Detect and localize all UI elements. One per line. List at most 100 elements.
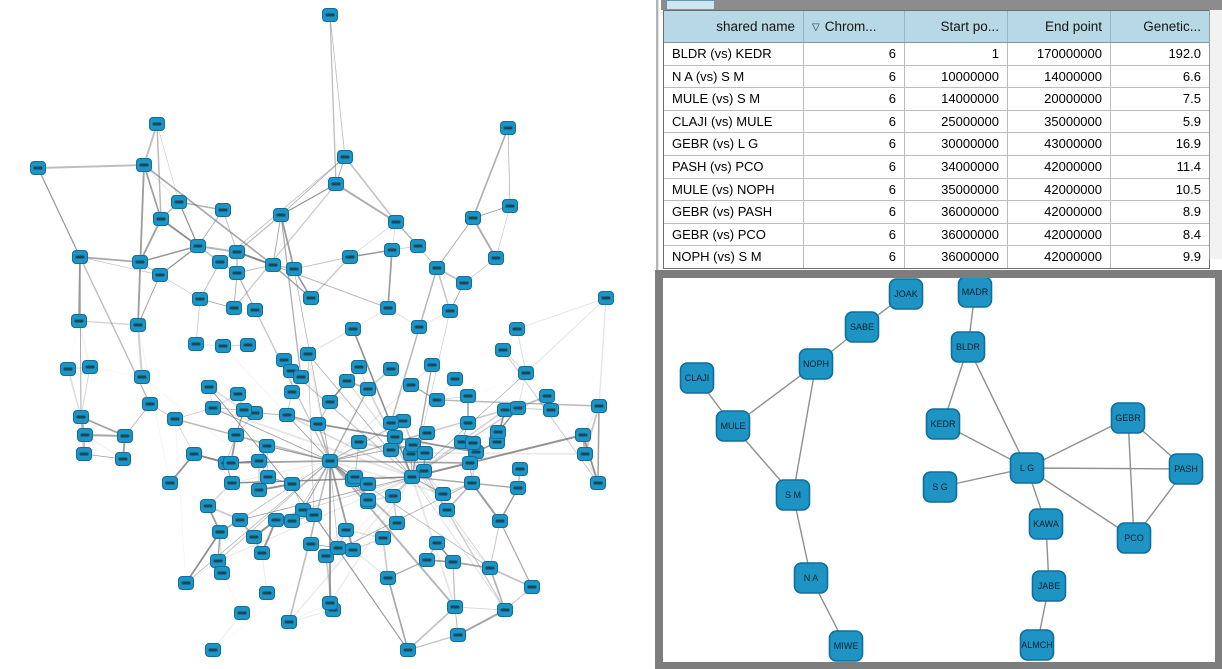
network-node[interactable] [591,399,607,413]
network-node[interactable] [322,454,338,468]
large-network-view[interactable] [0,0,650,669]
table-row[interactable]: GEBR (vs) L G 6 30000000 43000000 16.9 [664,133,1209,156]
network-node[interactable] [229,266,245,280]
network-node[interactable] [212,525,228,539]
node-shape[interactable] [679,362,715,394]
node-shape[interactable] [925,408,961,440]
table-row[interactable]: MULE (vs) S M 6 14000000 20000000 7.5 [664,88,1209,111]
network-node[interactable]: ALMCH [1019,629,1055,661]
network-node[interactable] [247,303,263,317]
network-node[interactable] [234,606,250,620]
network-node[interactable] [284,477,300,491]
network-node[interactable] [223,456,239,470]
network-node[interactable] [575,428,591,442]
node-shape[interactable] [775,479,811,511]
network-node[interactable] [153,212,169,226]
network-node[interactable] [510,401,526,415]
table-row[interactable]: BLDR (vs) KEDR 6 1 170000000 192.0 [664,43,1209,66]
network-node[interactable] [384,243,400,257]
network-node[interactable] [268,513,284,527]
network-node[interactable] [410,239,426,253]
network-node[interactable]: BLDR [950,331,986,363]
network-node[interactable] [375,531,391,545]
network-node[interactable] [460,389,476,403]
network-node[interactable] [345,543,361,557]
network-node[interactable] [240,338,256,352]
network-node[interactable] [360,493,376,507]
network-node[interactable]: MIWE [828,630,864,662]
network-node[interactable] [380,571,396,585]
node-shape[interactable] [715,410,751,442]
network-node[interactable] [524,580,540,594]
network-node[interactable] [465,211,481,225]
network-node[interactable] [380,301,396,315]
filter-icon[interactable]: ▽ [812,22,820,33]
network-node[interactable] [450,628,466,642]
network-node[interactable] [447,600,463,614]
network-node[interactable] [254,546,270,560]
network-node[interactable] [456,276,472,290]
network-node[interactable] [60,362,76,376]
network-node[interactable]: KEDR [925,408,961,440]
network-node[interactable] [429,393,445,407]
network-node[interactable] [251,454,267,468]
network-node[interactable] [178,576,194,590]
small-network-view[interactable]: JOAK MADR SABE BLDR NOPH CLAJI MULE KEDR GEBR L G… [663,278,1215,662]
network-node[interactable] [190,239,206,253]
network-node[interactable] [387,430,403,444]
network-node[interactable] [246,530,262,544]
column-header[interactable]: shared name [664,11,804,42]
network-node[interactable] [318,549,334,563]
network-node[interactable]: S M [775,479,811,511]
network-node[interactable] [383,416,399,430]
network-node[interactable] [162,476,178,490]
network-node[interactable]: MULE [715,410,751,442]
network-node[interactable] [405,438,421,452]
network-node[interactable] [284,385,300,399]
network-node[interactable] [383,362,399,376]
network-node[interactable] [212,255,228,269]
node-shape[interactable] [1116,522,1152,554]
network-node[interactable] [281,615,297,629]
network-node[interactable] [442,304,458,318]
network-node[interactable] [230,387,246,401]
network-node[interactable] [417,446,433,460]
network-node[interactable] [71,314,87,328]
table-row[interactable]: CLAJI (vs) MULE 6 25000000 35000000 5.9 [664,110,1209,134]
node-shape[interactable] [1028,508,1064,540]
network-node[interactable] [462,456,478,470]
node-shape[interactable] [888,278,924,310]
network-node[interactable]: PCO [1116,522,1152,554]
network-node[interactable]: SABE [844,311,880,343]
network-node[interactable] [300,347,316,361]
network-node[interactable] [512,462,528,476]
network-node[interactable] [303,291,319,305]
network-node[interactable] [328,177,344,191]
network-node[interactable] [149,117,165,131]
network-node[interactable] [73,410,89,424]
network-node[interactable] [439,503,455,517]
network-node[interactable] [351,360,367,374]
network-node[interactable] [224,476,240,490]
network-node[interactable] [590,476,606,490]
table-row[interactable]: MULE (vs) NOPH 6 35000000 42000000 10.5 [664,178,1209,202]
network-node[interactable] [385,489,401,503]
network-node[interactable] [497,403,513,417]
network-node[interactable] [419,426,435,440]
network-node[interactable] [411,320,427,334]
network-node[interactable] [337,150,353,164]
table-row[interactable]: NOPH (vs) S M 6 36000000 42000000 9.9 [664,246,1209,268]
network-node[interactable] [214,566,230,580]
network-node[interactable] [383,443,399,457]
network-node[interactable]: GEBR [1110,402,1146,434]
network-node[interactable] [539,389,555,403]
network-node[interactable] [322,8,338,22]
node-shape[interactable] [793,562,829,594]
network-node[interactable] [117,429,133,443]
network-node[interactable] [30,161,46,175]
network-node[interactable] [130,318,146,332]
network-node[interactable] [210,554,226,568]
network-node[interactable] [435,487,451,501]
network-node[interactable] [132,255,148,269]
network-node[interactable] [259,439,275,453]
